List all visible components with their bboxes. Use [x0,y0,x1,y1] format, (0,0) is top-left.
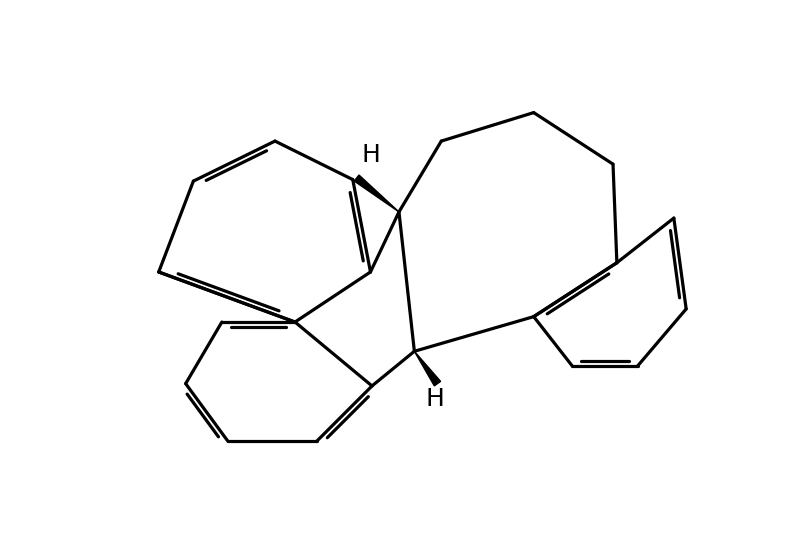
Text: H: H [425,387,444,411]
Polygon shape [354,175,398,212]
Text: H: H [361,143,380,167]
Polygon shape [414,351,440,386]
